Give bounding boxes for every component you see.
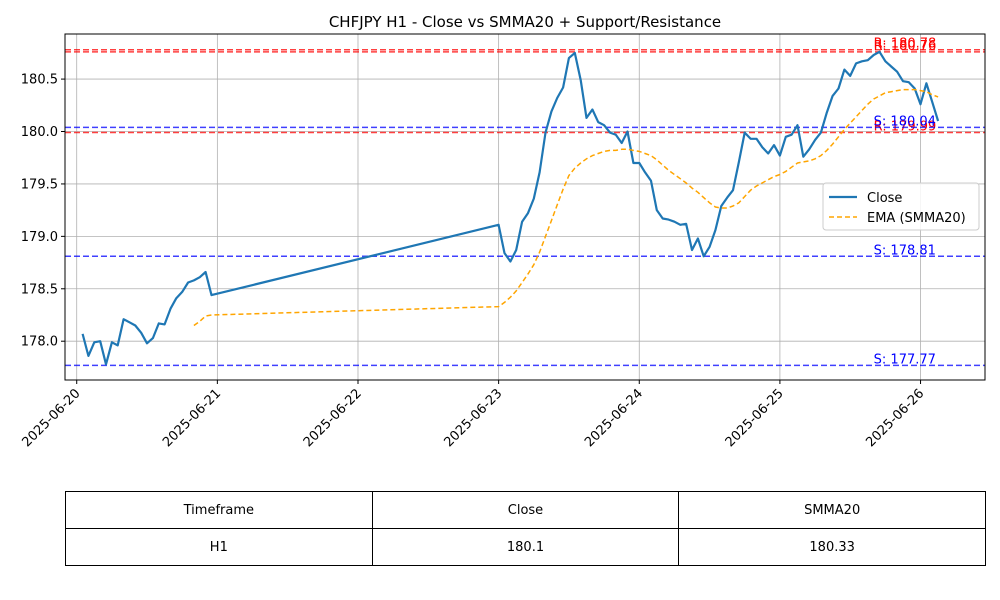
table-header-timeframe: Timeframe bbox=[65, 491, 373, 529]
x-tick-label: 2025-06-24 bbox=[582, 386, 646, 450]
grid bbox=[65, 34, 985, 380]
support-resistance-levels: R: 180.78R: 180.76R: 179.99S: 180.04S: 1… bbox=[65, 37, 985, 367]
x-tick-label: 2025-06-22 bbox=[301, 386, 365, 450]
legend-box bbox=[822, 182, 980, 231]
resistance-label: R: 180.76 bbox=[874, 39, 937, 54]
chart-title: CHFJPY H1 - Close vs SMMA20 + Support/Re… bbox=[329, 13, 721, 31]
axes: 2025-06-20 2025-06-21 2025-06-22 2025-06-23… bbox=[20, 73, 928, 451]
y-tick-label: 178.0 bbox=[21, 335, 58, 350]
x-tick-label: 2025-06-25 bbox=[723, 386, 787, 450]
chart: CHFJPY H1 - Close vs SMMA20 + Support/Re… bbox=[20, 13, 986, 451]
series-line-close bbox=[81, 50, 940, 366]
resistance-label: R: 180.78 bbox=[874, 37, 937, 52]
y-tick-label: 179.5 bbox=[21, 177, 58, 192]
summary-table: Timeframe Close SMMA20 H1 180.1 180.33 bbox=[65, 491, 986, 566]
support-label: S: 177.77 bbox=[874, 352, 936, 367]
table-header-row: Timeframe Close SMMA20 bbox=[65, 491, 986, 529]
x-tick-label: 2025-06-21 bbox=[160, 386, 224, 450]
table-cell-timeframe: H1 bbox=[65, 528, 373, 566]
y-tick-label: 178.5 bbox=[21, 282, 58, 297]
series-lines bbox=[81, 50, 940, 366]
table-header-smma20: SMMA20 bbox=[678, 491, 986, 529]
table-header-close: Close bbox=[371, 491, 680, 529]
plot-frame bbox=[64, 33, 986, 381]
legend-label: Close bbox=[867, 191, 902, 206]
table-cell-smma20: 180.33 bbox=[678, 528, 986, 566]
x-tick-label: 2025-06-26 bbox=[863, 386, 927, 450]
y-tick-label: 180.0 bbox=[21, 125, 58, 140]
y-tick-label: 179.0 bbox=[21, 230, 58, 245]
legend: Close EMA (SMMA20) bbox=[822, 182, 980, 231]
x-tick-label: 2025-06-20 bbox=[20, 386, 84, 450]
support-label: S: 178.81 bbox=[874, 243, 936, 258]
table-cell-close: 180.1 bbox=[371, 528, 680, 566]
y-tick-label: 180.5 bbox=[21, 73, 58, 88]
support-label: S: 180.04 bbox=[874, 114, 936, 129]
legend-label: EMA (SMMA20) bbox=[867, 211, 966, 226]
x-tick-label: 2025-06-23 bbox=[441, 386, 505, 450]
table-row: H1 180.1 180.33 bbox=[65, 528, 986, 566]
